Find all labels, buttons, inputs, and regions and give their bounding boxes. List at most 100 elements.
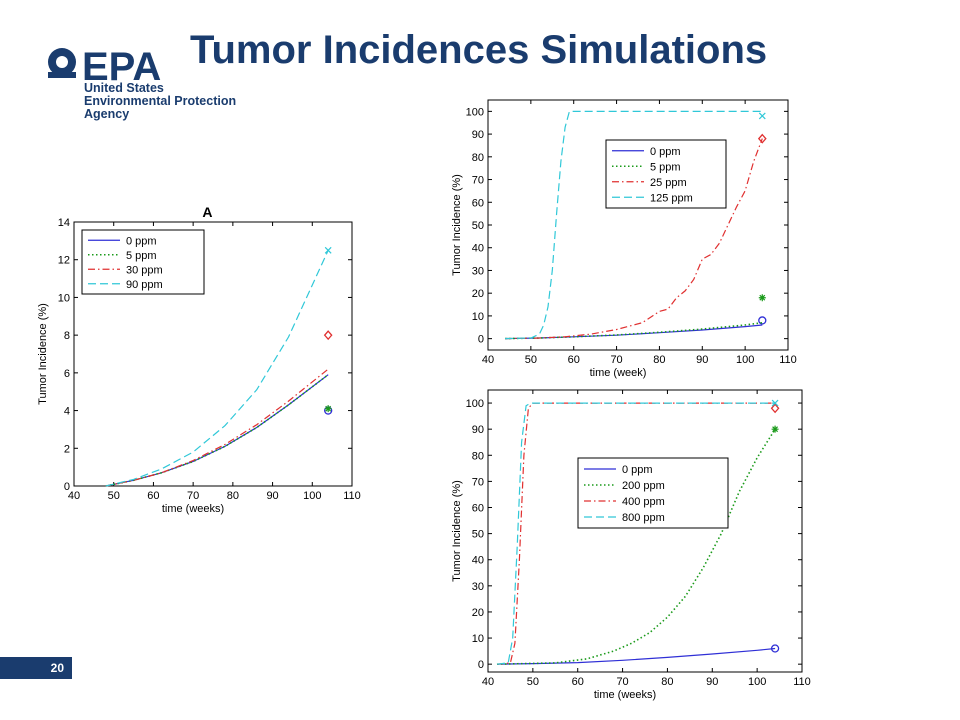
y-tick-label: 6: [64, 368, 70, 380]
x-tick-label: 80: [653, 354, 665, 366]
x-tick-label: 40: [482, 676, 494, 688]
x-tick-label: 110: [779, 354, 797, 366]
x-tick-label: 100: [736, 354, 754, 366]
series-line-2: [105, 368, 329, 487]
x-tick-label: 100: [303, 490, 321, 502]
x-tick-label: 50: [525, 354, 537, 366]
y-tick-label: 30: [472, 265, 484, 277]
y-tick-label: 0: [478, 334, 484, 346]
y-axis-label: Tumor Incidence (%): [451, 174, 463, 276]
data-point-marker: [770, 644, 780, 653]
agency-name: United States Environmental Protection A…: [84, 82, 236, 121]
data-point-marker: [324, 246, 332, 254]
data-point-marker: [758, 294, 766, 302]
y-tick-label: 12: [58, 255, 70, 267]
x-tick-label: 50: [527, 676, 539, 688]
x-tick-label: 110: [793, 676, 811, 688]
y-tick-label: 100: [466, 398, 484, 410]
y-axis-label: Tumor Incidence (%): [37, 303, 49, 405]
series-line-2: [496, 402, 776, 665]
y-tick-label: 2: [64, 443, 70, 455]
y-tick-label: 40: [472, 243, 484, 255]
x-tick-label: 80: [661, 676, 673, 688]
series-line-0: [496, 647, 776, 665]
x-tick-label: 110: [343, 490, 361, 502]
data-point-marker: [770, 403, 780, 414]
legend-entry: 125 ppm: [650, 192, 693, 204]
y-tick-label: 100: [466, 106, 484, 118]
data-point-marker: [758, 316, 767, 325]
chart-top-right: 40 50 60 70 80 90 100 110 0 10 20 30 40 50 60 70 80 90 100…: [451, 99, 797, 379]
data-point-marker: [324, 405, 332, 413]
legend-entry: 30 ppm: [126, 264, 163, 276]
legend-entry: 400 ppm: [622, 496, 665, 508]
legend-entry: 90 ppm: [126, 279, 163, 291]
data-point-marker: [771, 425, 779, 433]
y-tick-label: 70: [472, 175, 484, 187]
y-tick-label: 0: [478, 659, 484, 671]
x-tick-label: 60: [147, 490, 159, 502]
x-tick-label: 70: [610, 354, 622, 366]
series-line-3: [105, 250, 329, 487]
x-tick-label: 80: [227, 490, 239, 502]
page-number: 20: [0, 657, 72, 679]
y-tick-label: 30: [472, 581, 484, 593]
x-axis-label: time (weeks): [594, 689, 656, 701]
x-tick-label: 40: [68, 490, 80, 502]
data-point-marker: [757, 133, 767, 144]
x-tick-label: 90: [266, 490, 278, 502]
y-tick-label: 80: [472, 152, 484, 164]
y-tick-label: 50: [472, 529, 484, 541]
legend-entry: 0 ppm: [126, 235, 157, 247]
data-point-marker: [771, 399, 779, 407]
y-tick-label: 0: [64, 481, 70, 493]
agency-line-1: United States: [84, 81, 164, 95]
data-point-marker: [323, 330, 333, 341]
legend-entry: 200 ppm: [622, 480, 665, 492]
y-tick-label: 20: [472, 288, 484, 300]
legend-entry: 0 ppm: [622, 464, 653, 476]
y-tick-label: 70: [472, 476, 484, 488]
data-point-marker: [758, 112, 766, 120]
x-tick-label: 70: [616, 676, 628, 688]
x-axis-label: time (week): [590, 367, 647, 379]
y-tick-label: 90: [472, 129, 484, 141]
x-tick-label: 60: [572, 676, 584, 688]
y-tick-label: 8: [64, 330, 70, 342]
y-tick-label: 50: [472, 220, 484, 232]
series-line-2: [505, 138, 763, 340]
y-tick-label: 10: [472, 311, 484, 323]
y-tick-label: 60: [472, 197, 484, 209]
plot-frame: [487, 389, 803, 673]
page-title: Tumor Incidences Simulations: [190, 28, 768, 72]
legend-entry: 0 ppm: [650, 146, 681, 158]
y-tick-label: 4: [64, 406, 70, 418]
chart-bottom-right: 40 50 60 70 80 90 100 110 0 10 20 30 40 50 60 70 80 90 100…: [451, 389, 811, 701]
legend-entry: 5 ppm: [126, 250, 157, 262]
agency-line-2: Environmental Protection: [84, 94, 237, 108]
y-tick-label: 40: [472, 555, 484, 567]
x-tick-label: 60: [568, 354, 580, 366]
plot-frame: [487, 99, 789, 351]
x-tick-label: 70: [187, 490, 199, 502]
legend-entry: 800 ppm: [622, 512, 665, 524]
y-tick-label: 80: [472, 450, 484, 462]
x-tick-label: 90: [696, 354, 708, 366]
y-tick-label: 10: [58, 292, 70, 304]
y-tick-label: 20: [472, 607, 484, 619]
x-tick-label: 90: [706, 676, 718, 688]
y-tick-label: 10: [472, 633, 484, 645]
x-tick-label: 50: [108, 490, 120, 502]
series-line-3: [496, 402, 776, 665]
x-tick-label: 100: [748, 676, 766, 688]
legend-entry: 25 ppm: [650, 177, 687, 189]
x-tick-label: 40: [482, 354, 494, 366]
legend-box: [577, 457, 729, 529]
y-tick-label: 60: [472, 503, 484, 515]
y-tick-label: 14: [58, 217, 70, 229]
y-tick-label: 90: [472, 424, 484, 436]
y-axis-label: Tumor Incidence (%): [451, 480, 463, 582]
epa-logo: EPA: [48, 45, 161, 89]
chart-title: A: [202, 204, 212, 220]
